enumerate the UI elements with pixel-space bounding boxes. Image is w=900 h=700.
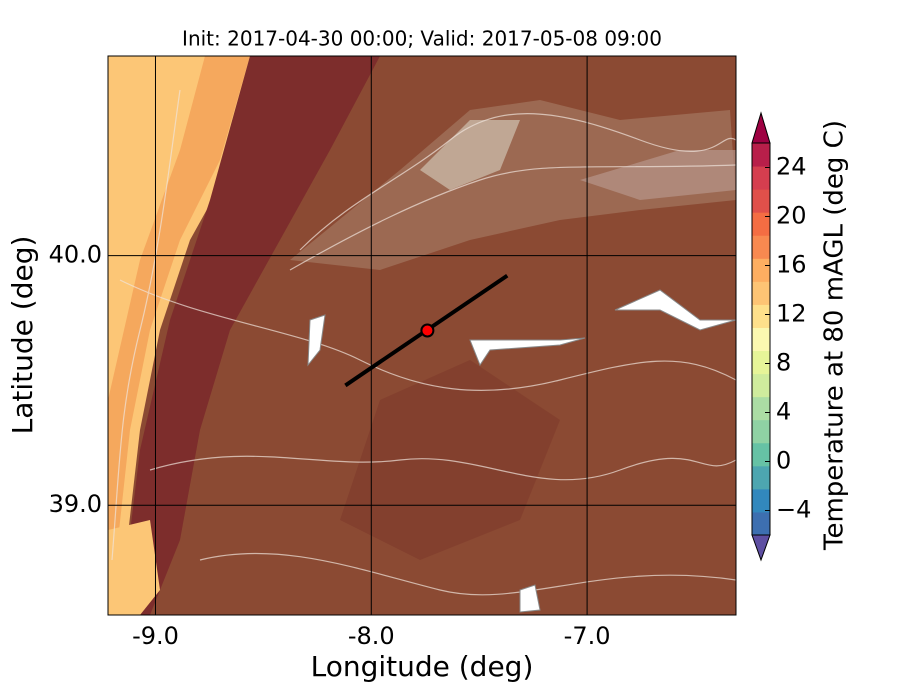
colorbar-band — [752, 396, 770, 421]
colorbar-band — [752, 166, 770, 190]
colorbar-band — [752, 281, 770, 305]
colorbar-extend-low — [751, 534, 771, 562]
colorbar-band — [752, 465, 770, 490]
colorbar-tick-label: 0 — [776, 447, 791, 475]
colorbar-band — [752, 258, 770, 282]
colorbar-band — [752, 488, 770, 513]
x-axis-label: Longitude (deg) — [311, 650, 534, 683]
colorbar-band — [752, 327, 770, 352]
colorbar-band — [752, 143, 770, 167]
colorbar-tick-label: 20 — [776, 202, 807, 230]
colorbar-band — [752, 189, 770, 213]
colorbar-band — [752, 212, 770, 236]
colorbar-band — [752, 350, 770, 375]
y-tick-label: 39.0 — [49, 490, 102, 518]
colorbar-label: Temperature at 80 mAGL (deg C) — [820, 120, 850, 551]
colorbar-band — [752, 304, 770, 328]
map-frame — [107, 55, 737, 616]
point-marker — [420, 323, 435, 338]
colorbar-band — [752, 419, 770, 444]
x-tick-label: -7.0 — [564, 622, 611, 650]
colorbar-tick-label: 16 — [776, 251, 807, 279]
y-axis-label: Latitude (deg) — [6, 236, 39, 435]
colorbar-extend-high — [751, 111, 771, 144]
colorbar-tick-label: 24 — [776, 153, 807, 181]
x-tick-label: -9.0 — [132, 622, 179, 650]
colorbar-frame — [751, 142, 771, 536]
colorbar-tick-label: 12 — [776, 300, 807, 328]
y-tick-label: 40.0 — [49, 241, 102, 269]
colorbar-band — [752, 511, 770, 536]
chart-title: Init: 2017-04-30 00:00; Valid: 2017-05-0… — [182, 27, 662, 51]
colorbar-tick-label: −4 — [776, 496, 811, 524]
colorbar-band — [752, 442, 770, 467]
colorbar-tick-label: 4 — [776, 398, 791, 426]
colorbar-band — [752, 235, 770, 259]
x-tick-label: -8.0 — [348, 622, 395, 650]
map-background — [108, 56, 736, 615]
colorbar-tick-label: 8 — [776, 349, 791, 377]
colorbar-band — [752, 373, 770, 398]
